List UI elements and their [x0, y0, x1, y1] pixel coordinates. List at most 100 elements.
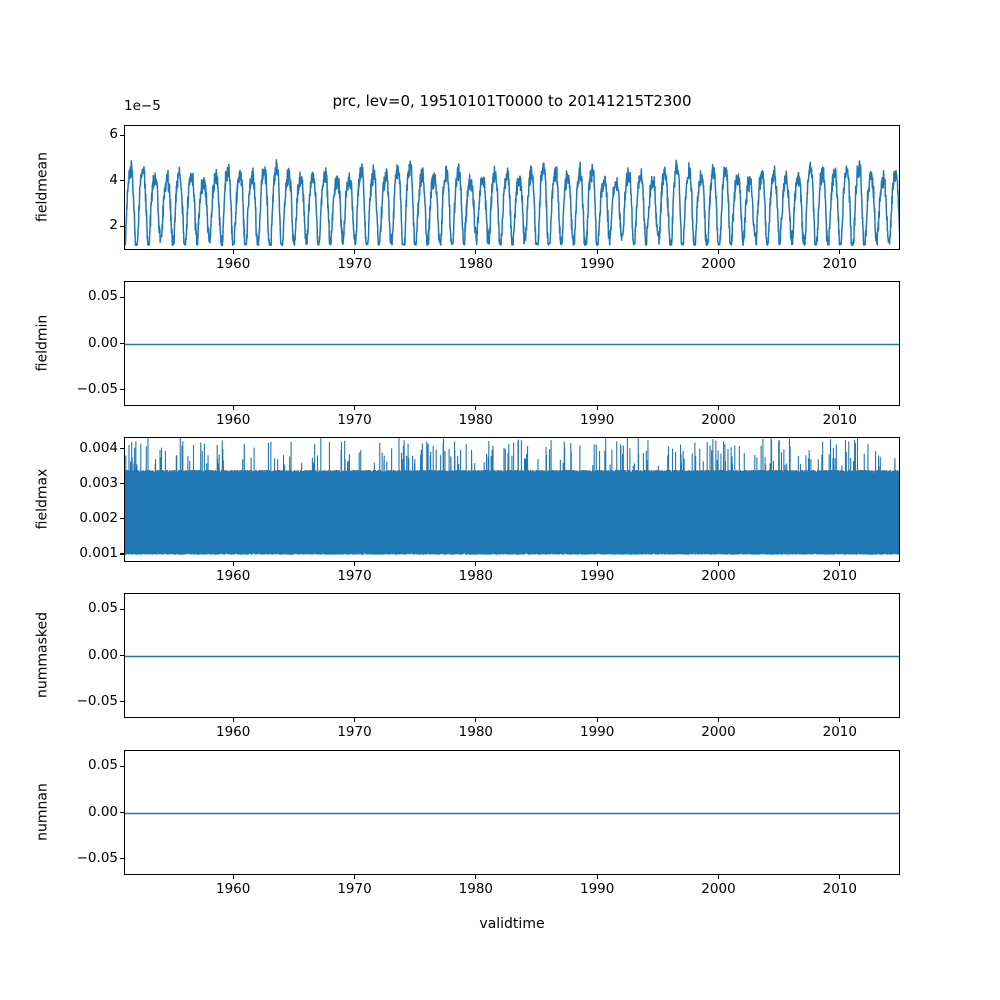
- y-tick-mark: [120, 701, 124, 703]
- axes-fieldmean: [124, 125, 900, 250]
- y-tick-mark: [120, 655, 124, 657]
- axes-fieldmin: [124, 281, 900, 406]
- x-tick-label: 1960: [216, 568, 251, 584]
- x-tick-label: 2000: [701, 724, 736, 740]
- x-tick-label: 1970: [337, 412, 372, 428]
- x-tick-label: 2000: [701, 412, 736, 428]
- y-tick-label: 0.003: [79, 474, 118, 491]
- y-tick-label: 0.004: [79, 439, 118, 456]
- y-tick-label: −0.05: [76, 692, 118, 709]
- y-offset-text-fieldmean: 1e−5: [124, 98, 161, 114]
- x-tick-mark: [839, 250, 841, 254]
- x-tick-label: 1960: [216, 881, 251, 897]
- x-tick-mark: [717, 250, 720, 254]
- x-tick-mark: [232, 250, 234, 254]
- y-tick-label: 0.00: [87, 803, 118, 820]
- y-tick-mark: [120, 765, 124, 767]
- x-tick-label: 1980: [458, 568, 494, 584]
- y-tick-mark: [120, 608, 124, 610]
- y-tick-label: 0.00: [87, 334, 118, 351]
- x-tick-label: 1970: [337, 724, 372, 740]
- x-tick-mark: [475, 250, 477, 254]
- x-tick-label: 1980: [458, 256, 494, 272]
- x-tick-mark: [475, 718, 477, 722]
- plot-line-numnan: [125, 751, 899, 874]
- plot-line-fieldmin: [125, 282, 899, 405]
- x-tick-label: 2010: [822, 881, 857, 897]
- x-tick-label: 2010: [822, 724, 857, 740]
- axes-nummasked: [124, 593, 900, 718]
- x-tick-label: 2010: [822, 256, 857, 272]
- x-tick-mark: [354, 875, 356, 879]
- x-tick-mark: [354, 562, 356, 566]
- y-tick-mark: [120, 389, 124, 391]
- y-axis-label-fieldmax: fieldmax: [34, 468, 50, 529]
- plot-line-fieldmax: [125, 438, 899, 561]
- y-tick-mark: [120, 225, 124, 227]
- y-tick-label: −0.05: [76, 380, 118, 397]
- plot-line-fieldmean: [125, 126, 899, 249]
- x-tick-label: 2010: [822, 412, 857, 428]
- x-tick-mark: [232, 718, 234, 722]
- axes-fieldmax: [124, 437, 900, 562]
- x-tick-label: 1970: [337, 881, 372, 897]
- y-tick-mark: [120, 553, 124, 555]
- y-tick-label: 2: [109, 217, 118, 234]
- x-tick-mark: [717, 406, 720, 410]
- x-tick-mark: [596, 562, 598, 566]
- x-tick-label: 2000: [701, 256, 736, 272]
- y-tick-mark: [120, 448, 124, 450]
- x-tick-label: 1960: [216, 256, 251, 272]
- y-tick-mark: [120, 180, 124, 182]
- x-tick-mark: [475, 875, 477, 879]
- y-tick-mark: [120, 812, 124, 814]
- x-tick-mark: [232, 562, 234, 566]
- x-tick-mark: [475, 562, 477, 566]
- x-tick-label: 1990: [579, 881, 615, 897]
- axes-numnan: [124, 750, 900, 875]
- y-axis-label-fieldmin: fieldmin: [34, 314, 50, 371]
- y-tick-label: 0.00: [87, 646, 118, 663]
- x-tick-label: 1970: [337, 256, 372, 272]
- y-tick-label: −0.05: [76, 849, 118, 866]
- x-tick-mark: [596, 406, 598, 410]
- y-tick-label: 0.05: [87, 757, 118, 774]
- x-tick-mark: [596, 718, 598, 722]
- y-axis-label-nummasked: nummasked: [34, 611, 50, 698]
- x-tick-label: 1990: [579, 724, 615, 740]
- chart-title: prc, lev=0, 19510101T0000 to 20141215T23…: [332, 92, 692, 110]
- x-tick-label: 1960: [216, 724, 251, 740]
- y-tick-label: 0.002: [79, 509, 118, 526]
- y-tick-mark: [120, 134, 124, 136]
- x-tick-mark: [839, 718, 841, 722]
- y-tick-label: 0.05: [87, 600, 118, 617]
- x-tick-mark: [232, 406, 234, 410]
- y-tick-label: 6: [109, 126, 118, 143]
- y-tick-mark: [120, 296, 124, 298]
- x-tick-label: 1980: [458, 881, 494, 897]
- x-tick-label: 2010: [822, 568, 857, 584]
- x-tick-label: 1990: [579, 568, 615, 584]
- y-axis-label-numnan: numnan: [34, 782, 50, 841]
- x-tick-label: 2000: [701, 881, 736, 897]
- y-axis-label-fieldmean: fieldmean: [34, 151, 50, 222]
- x-tick-label: 1980: [458, 412, 494, 428]
- y-tick-mark: [120, 858, 124, 860]
- x-tick-mark: [354, 406, 356, 410]
- x-tick-mark: [717, 562, 720, 566]
- x-tick-mark: [354, 250, 356, 254]
- x-tick-mark: [839, 406, 841, 410]
- x-tick-mark: [475, 406, 477, 410]
- x-tick-mark: [839, 562, 841, 566]
- x-tick-label: 1980: [458, 724, 494, 740]
- x-tick-mark: [354, 718, 356, 722]
- y-tick-label: 0.05: [87, 288, 118, 305]
- x-tick-mark: [596, 250, 598, 254]
- x-tick-mark: [717, 718, 720, 722]
- y-tick-mark: [120, 518, 124, 520]
- x-axis-label: validtime: [479, 916, 545, 932]
- y-tick-label: 4: [109, 171, 118, 188]
- y-tick-mark: [120, 343, 124, 345]
- x-tick-label: 2000: [701, 568, 736, 584]
- y-tick-label: 0.001: [79, 544, 118, 561]
